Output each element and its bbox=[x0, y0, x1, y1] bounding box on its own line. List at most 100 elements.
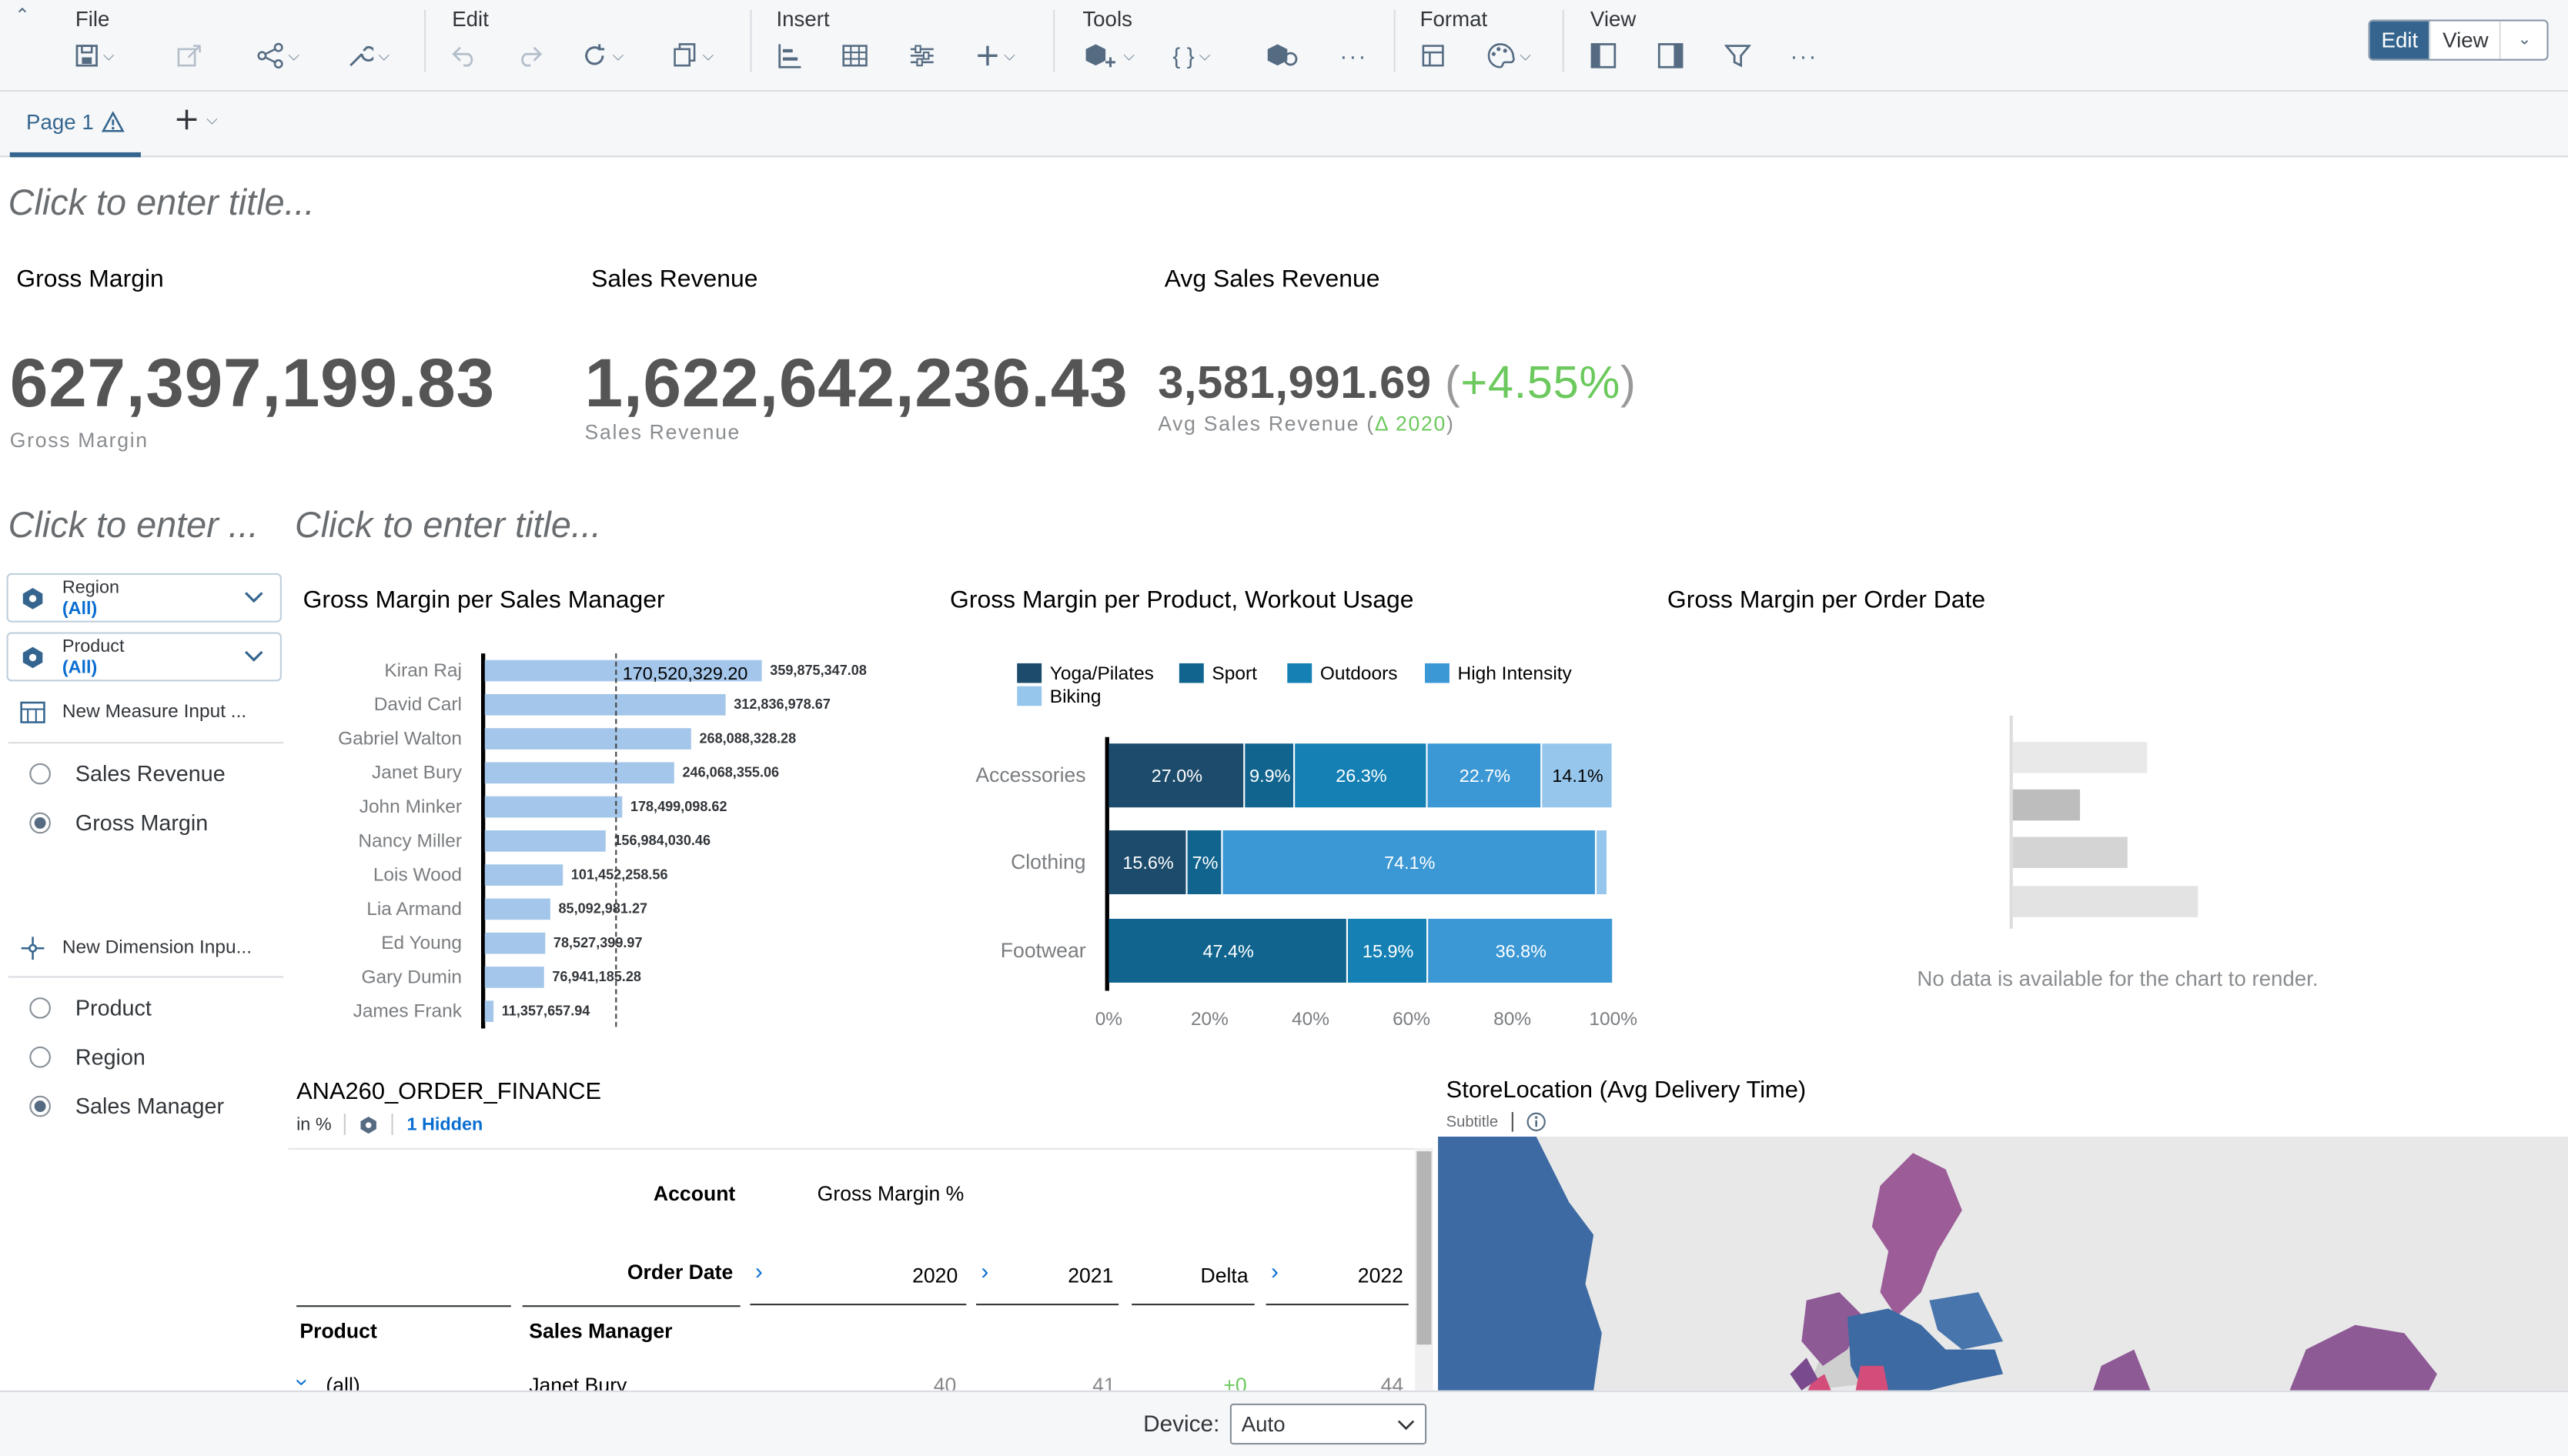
radio-circle bbox=[29, 763, 51, 785]
store-location-map[interactable] bbox=[1438, 1136, 2568, 1391]
more-tools-icon[interactable]: ··· bbox=[1339, 42, 1368, 69]
radio-circle-selected bbox=[29, 812, 51, 834]
table-unit: in % bbox=[296, 1114, 332, 1134]
bar-segment bbox=[1108, 830, 1186, 894]
share-icon[interactable]: ⌵ bbox=[257, 39, 299, 72]
chart-gross-margin-per-product[interactable]: Yoga/Pilates Sport Outdoors High Intensity B… bbox=[950, 647, 1638, 1040]
undo-icon[interactable] bbox=[452, 39, 478, 72]
divider bbox=[8, 742, 284, 744]
category-label: Footwear bbox=[1001, 939, 1086, 962]
chart-title-product-workout: Gross Margin per Product, Workout Usage bbox=[950, 586, 1414, 615]
hidden-count-link[interactable]: 1 Hidden bbox=[406, 1114, 483, 1134]
no-data-placeholder-graphic bbox=[2009, 716, 2199, 929]
device-select-value: Auto bbox=[1241, 1411, 1286, 1437]
tab-page-1[interactable]: Page 1 bbox=[9, 92, 142, 158]
measure-input-control-title[interactable]: New Measure Input ... bbox=[20, 701, 247, 724]
data-label: 246,068,355.06 bbox=[682, 765, 779, 780]
radio-gross-margin[interactable]: Gross Margin bbox=[29, 810, 208, 835]
sales-manager-header: Sales Manager bbox=[529, 1320, 673, 1344]
account-value: Gross Margin % bbox=[817, 1182, 965, 1206]
add-page-button[interactable]: ⌵ bbox=[176, 108, 218, 131]
plus-icon bbox=[176, 109, 197, 130]
segment-label: 22.7% bbox=[1460, 766, 1510, 786]
view-mode-button[interactable]: View bbox=[2431, 21, 2502, 59]
filter-product[interactable]: Product (All) bbox=[6, 632, 282, 682]
segment-label: 26.3% bbox=[1336, 766, 1386, 786]
kpi-sub-suffix: ) bbox=[1446, 412, 1455, 436]
more-view-icon[interactable]: ··· bbox=[1790, 42, 1818, 69]
radio-sales-manager[interactable]: Sales Manager bbox=[29, 1094, 224, 1119]
right-panel-icon[interactable] bbox=[1657, 39, 1684, 72]
legend-label: High Intensity bbox=[1458, 663, 1573, 684]
radio-circle bbox=[29, 997, 51, 1019]
device-select[interactable]: Auto bbox=[1229, 1403, 1427, 1445]
redo-icon[interactable] bbox=[516, 39, 543, 72]
chevron-down-icon bbox=[1397, 1420, 1415, 1431]
table-row[interactable]: › (all) Janet Bury 40 41 +0 44 bbox=[288, 1369, 1415, 1391]
category-label: Janet Bury bbox=[372, 763, 463, 783]
radio-region[interactable]: Region bbox=[29, 1045, 145, 1070]
edit-mode-button[interactable]: Edit bbox=[2369, 21, 2432, 59]
header-underline bbox=[750, 1304, 967, 1306]
tab-label: Page 1 bbox=[26, 109, 94, 135]
add-calculation-icon[interactable]: ⌵ bbox=[1082, 39, 1135, 72]
section-title-placeholder[interactable]: Click to enter title... bbox=[294, 504, 601, 546]
table-scrollbar-thumb[interactable] bbox=[1416, 1151, 1432, 1345]
dimension-input-control-title[interactable]: New Dimension Inpu... bbox=[20, 935, 252, 961]
left-panel-icon[interactable] bbox=[1590, 39, 1617, 72]
insert-chart-icon[interactable] bbox=[776, 39, 802, 72]
save-icon[interactable]: ⌵ bbox=[75, 39, 115, 72]
expand-2022-chevron-icon[interactable]: › bbox=[1271, 1257, 1279, 1284]
reference-line-label: 170,520,329.20 bbox=[623, 663, 748, 683]
info-icon[interactable] bbox=[1526, 1112, 1546, 1132]
chart-gross-margin-per-sales-manager[interactable]: Kiran Raj 359,875,347.08 David Carl 312,836… bbox=[303, 647, 925, 1040]
table-scrollbar-track[interactable] bbox=[1415, 1147, 1433, 1391]
bar bbox=[484, 728, 691, 750]
mode-chevron-down-icon[interactable]: ⌄ bbox=[2501, 21, 2548, 59]
theme-palette-icon[interactable]: ⌵ bbox=[1486, 39, 1531, 72]
collapse-row-chevron-icon[interactable]: › bbox=[290, 1378, 317, 1387]
bar bbox=[484, 932, 546, 954]
expand-2020-chevron-icon[interactable]: › bbox=[754, 1257, 763, 1284]
radio-sales-revenue[interactable]: Sales Revenue bbox=[29, 762, 226, 786]
map-region-asia bbox=[2289, 1324, 2437, 1391]
header-underline bbox=[522, 1305, 741, 1307]
expand-2021-chevron-icon[interactable]: › bbox=[981, 1257, 989, 1284]
segment-label: 9.9% bbox=[1249, 766, 1290, 786]
left-panel-title-placeholder[interactable]: Click to enter ... bbox=[8, 504, 259, 546]
toolbar-group-edit: Edit bbox=[452, 6, 489, 32]
kpi-title-gross-margin: Gross Margin bbox=[16, 265, 164, 293]
data-label: 156,984,030.46 bbox=[614, 833, 711, 848]
kpi-sub-prefix: Avg Sales Revenue ( bbox=[1158, 412, 1375, 436]
map-region-central-europe bbox=[1847, 1308, 2004, 1391]
export-icon[interactable] bbox=[177, 39, 203, 72]
segment-label: 27.0% bbox=[1152, 766, 1202, 786]
category-label: John Minker bbox=[359, 796, 462, 817]
bar bbox=[484, 864, 563, 886]
bar-segment bbox=[1428, 918, 1613, 983]
collapse-toolbar-icon[interactable]: ⌃ bbox=[15, 6, 30, 27]
bar-segment bbox=[1245, 743, 1294, 808]
bar-segment bbox=[1347, 918, 1427, 983]
insert-add-icon[interactable]: ⌵ bbox=[976, 39, 1015, 72]
chevron-down-icon: ⌵ bbox=[206, 110, 218, 127]
bar bbox=[484, 660, 762, 682]
insert-table-icon[interactable] bbox=[842, 39, 868, 72]
data-label: 359,875,347.08 bbox=[770, 663, 867, 678]
format-layout-icon[interactable] bbox=[1420, 39, 1446, 72]
insert-input-control-icon[interactable] bbox=[909, 39, 935, 72]
scripting-icon[interactable]: { } ⌵ bbox=[1172, 42, 1211, 69]
year-2022: 2022 bbox=[1357, 1264, 1403, 1287]
refresh-icon[interactable]: ⌵ bbox=[581, 39, 624, 72]
copy-icon[interactable]: ⌵ bbox=[671, 39, 714, 72]
row-manager: Janet Bury bbox=[529, 1374, 627, 1391]
legend-label: Outdoors bbox=[1320, 663, 1398, 684]
filter-icon[interactable] bbox=[1724, 39, 1751, 72]
filter-region[interactable]: Region (All) bbox=[6, 573, 282, 623]
story-title-placeholder[interactable]: Click to enter title... bbox=[8, 182, 315, 223]
chart-gross-margin-per-order-date[interactable]: No data is available for the chart to re… bbox=[1667, 647, 2552, 1007]
wrench-icon[interactable]: ⌵ bbox=[347, 39, 390, 72]
smart-insights-icon[interactable] bbox=[1265, 39, 1301, 72]
radio-product[interactable]: Product bbox=[29, 996, 152, 1020]
x-tick-label: 60% bbox=[1393, 1009, 1430, 1030]
